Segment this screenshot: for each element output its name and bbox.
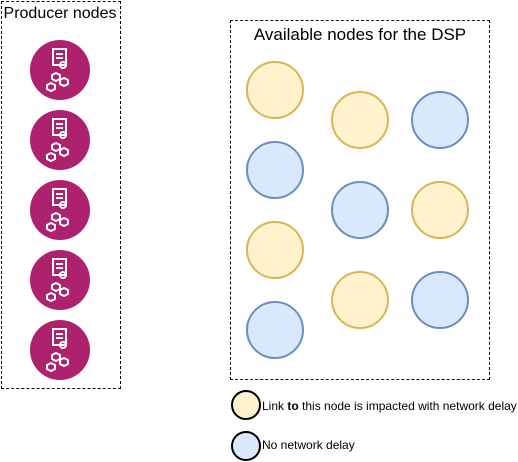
dsp-node-delayed [331,91,389,149]
dsp-node-no-delay [246,301,304,359]
producer-node-icon [30,320,90,380]
dsp-nodes-group [230,20,490,380]
producer-node-icon [30,250,90,310]
dsp-node-delayed [246,61,304,119]
dsp-node-no-delay [411,91,469,149]
legend-no-delay-label: No network delay [262,438,355,452]
legend-delay-swatch [231,390,261,420]
producer-node-icon [30,40,90,100]
dsp-node-delayed [331,271,389,329]
producer-node-icon [30,180,90,240]
producer-nodes-group [1,1,121,389]
legend-no-delay-swatch [231,431,261,461]
legend-delay-label: Link to this node is impacted with netwo… [262,399,517,413]
dsp-node-no-delay [246,141,304,199]
dsp-node-no-delay [411,271,469,329]
dsp-nodes-title: Available nodes for the DSP [253,25,467,44]
dsp-node-delayed [411,181,469,239]
dsp-node-delayed [246,221,304,279]
dsp-node-no-delay [331,181,389,239]
producer-nodes-title: Producer nodes [3,5,117,22]
producer-node-icon [30,110,90,170]
